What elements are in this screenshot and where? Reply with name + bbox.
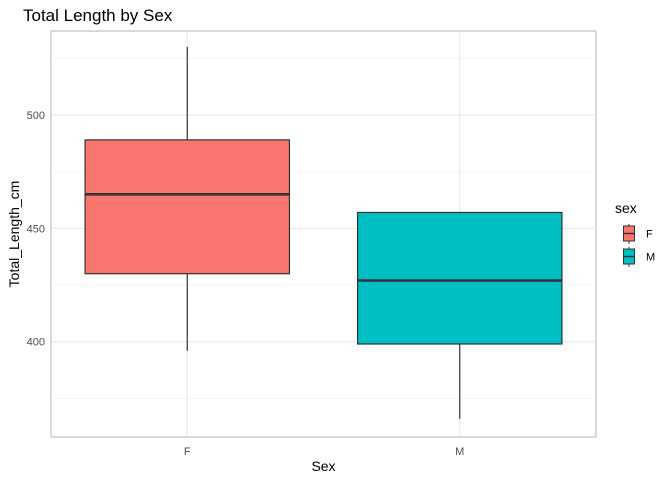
x-axis-title: Sex bbox=[311, 458, 335, 474]
box-M bbox=[356, 211, 563, 419]
legend: sex FM bbox=[615, 200, 655, 267]
y-tick-labels: 400 450 500 bbox=[27, 110, 45, 349]
legend-label: F bbox=[646, 229, 653, 241]
legend-item-M: M bbox=[623, 247, 655, 267]
y-tick-label: 450 bbox=[27, 223, 45, 235]
y-tick-label: 400 bbox=[27, 337, 45, 349]
chart-title: Total Length by Sex bbox=[23, 6, 173, 25]
box-layer bbox=[84, 46, 563, 419]
x-tick-label: F bbox=[184, 446, 191, 458]
legend-items: FM bbox=[623, 224, 655, 267]
box-F bbox=[84, 46, 291, 351]
box-iqr bbox=[356, 211, 563, 345]
y-tick-label: 500 bbox=[27, 110, 45, 122]
legend-title: sex bbox=[615, 200, 637, 216]
box-iqr bbox=[84, 139, 291, 275]
legend-label: M bbox=[646, 252, 655, 264]
x-tick-label: M bbox=[455, 446, 464, 458]
legend-item-F: F bbox=[623, 224, 653, 244]
y-axis-title: Total_Length_cm bbox=[6, 181, 22, 288]
